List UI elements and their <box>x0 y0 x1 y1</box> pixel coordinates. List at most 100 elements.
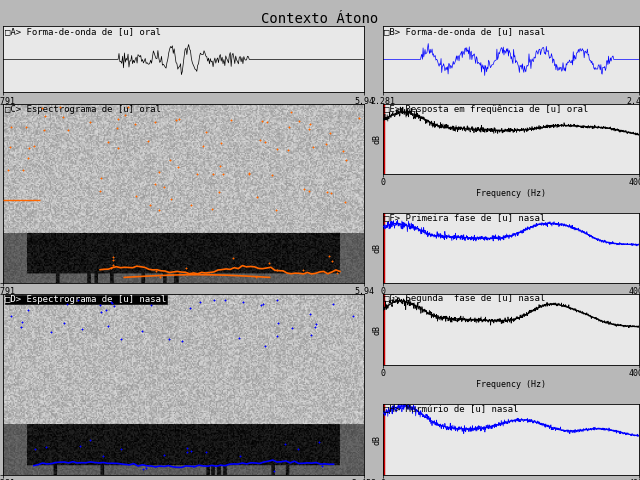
Point <box>120 111 131 119</box>
Point <box>108 256 118 264</box>
Point <box>255 136 266 144</box>
Y-axis label: dB: dB <box>372 435 381 444</box>
Point <box>100 306 111 314</box>
Point <box>58 113 68 120</box>
Point <box>151 267 161 275</box>
Point <box>164 335 175 343</box>
Point <box>325 129 335 137</box>
Point <box>28 143 38 150</box>
Point <box>317 462 327 470</box>
Point <box>131 192 141 200</box>
Point <box>252 193 262 201</box>
Point <box>184 304 195 312</box>
Point <box>166 195 176 203</box>
Point <box>112 124 122 132</box>
Text: Contexto Átono: Contexto Átono <box>261 12 379 26</box>
Point <box>338 147 348 155</box>
Point <box>95 187 105 194</box>
Point <box>235 452 245 460</box>
Point <box>63 126 74 133</box>
Point <box>95 301 105 309</box>
Point <box>311 320 321 327</box>
Point <box>141 465 151 472</box>
Point <box>255 301 266 309</box>
Point <box>102 322 113 330</box>
Point <box>159 452 169 459</box>
Point <box>23 307 33 314</box>
Point <box>106 264 116 271</box>
Point <box>207 205 218 213</box>
Point <box>218 170 228 178</box>
Point <box>72 296 83 303</box>
Point <box>62 300 72 308</box>
Point <box>269 467 279 474</box>
Point <box>323 188 333 195</box>
Point <box>272 144 282 152</box>
Point <box>180 264 191 272</box>
Point <box>216 139 226 147</box>
Text: □B> Forma-de-onda de [u] nasal: □B> Forma-de-onda de [u] nasal <box>384 27 545 36</box>
X-axis label: Frequency (Hz): Frequency (Hz) <box>476 189 546 198</box>
Y-axis label: dB: dB <box>372 134 381 144</box>
Point <box>130 120 140 128</box>
Point <box>262 118 272 125</box>
Point <box>116 336 127 343</box>
Point <box>116 445 126 453</box>
Point <box>40 113 51 120</box>
Point <box>143 137 154 144</box>
Point <box>299 185 309 193</box>
Point <box>96 174 106 182</box>
Point <box>38 126 49 134</box>
Point <box>305 120 316 128</box>
Point <box>201 448 211 456</box>
Point <box>272 297 282 304</box>
Point <box>188 462 198 470</box>
Point <box>186 202 196 209</box>
Point <box>250 273 260 281</box>
Point <box>324 252 335 260</box>
Point <box>182 448 192 456</box>
Point <box>18 166 28 173</box>
Point <box>267 171 277 179</box>
Point <box>228 254 238 262</box>
Point <box>17 318 27 325</box>
Point <box>159 183 169 191</box>
Point <box>272 332 282 340</box>
Point <box>6 312 16 320</box>
Point <box>321 140 331 148</box>
Point <box>172 116 182 124</box>
Point <box>182 444 193 452</box>
Text: □F> Primeira fase de [u] nasal: □F> Primeira fase de [u] nasal <box>384 213 545 222</box>
Point <box>41 444 51 451</box>
Text: □G> Segunda  fase de [u] nasal: □G> Segunda fase de [u] nasal <box>384 294 545 303</box>
Point <box>293 118 303 125</box>
Point <box>214 162 225 170</box>
Point <box>348 312 358 320</box>
Point <box>298 266 308 274</box>
Point <box>107 300 117 307</box>
Point <box>37 105 47 112</box>
Point <box>154 168 164 176</box>
Point <box>220 296 230 303</box>
Point <box>174 115 184 123</box>
Point <box>305 310 315 318</box>
Point <box>244 169 254 177</box>
Point <box>59 320 69 327</box>
Point <box>84 118 95 125</box>
Point <box>154 273 164 281</box>
Point <box>173 163 184 170</box>
Point <box>6 123 16 131</box>
Point <box>284 123 294 131</box>
Point <box>314 438 324 445</box>
Point <box>150 180 160 188</box>
Point <box>260 138 270 145</box>
Point <box>150 118 160 126</box>
Point <box>5 143 15 151</box>
Point <box>214 189 225 196</box>
Text: □A> Forma-de-onda de [u] oral: □A> Forma-de-onda de [u] oral <box>5 27 161 36</box>
Point <box>195 299 205 306</box>
Point <box>237 298 248 306</box>
Point <box>273 319 283 327</box>
Point <box>326 189 336 197</box>
Point <box>304 187 314 195</box>
